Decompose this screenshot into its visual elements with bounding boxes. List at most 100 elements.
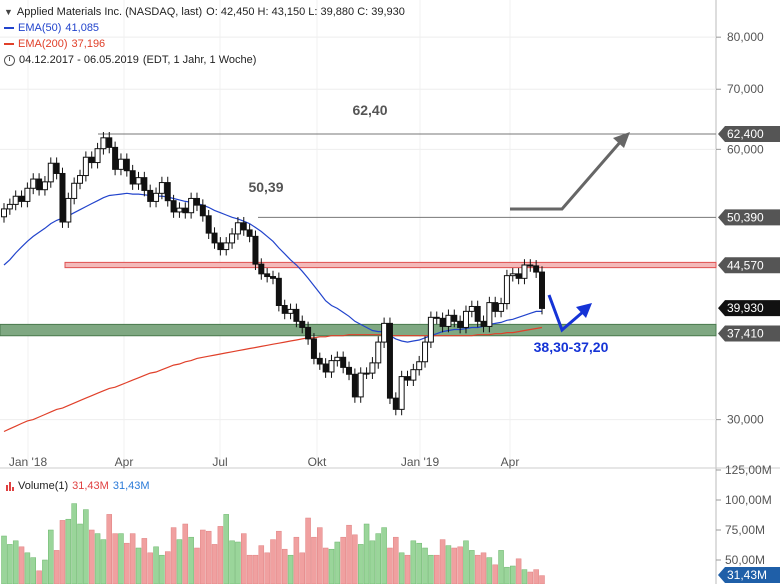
chevron-down-icon[interactable]: ▼ [4,7,13,17]
volume-bar [369,540,376,584]
candlesticks [1,132,545,416]
volume-bar [188,536,194,584]
x-tick-label: Jul [212,455,227,469]
candle-body [141,177,148,191]
candle-body [117,158,124,170]
volume-bar [276,530,282,584]
gray-arrow-head [613,132,630,148]
volume-bar [252,554,259,584]
candle-body [199,204,206,217]
volume-bar [539,575,545,584]
support-zone [0,323,717,337]
candle-body [270,276,276,279]
volume-bar [258,545,265,584]
volume-bar [416,542,422,584]
price-tag-bg [718,325,780,342]
volume-bar [451,547,458,584]
candle-body [147,189,154,202]
candle-body [416,361,423,371]
vol-tick-label: 100,00M [725,493,772,507]
arrows [510,132,630,333]
volume-bar [387,547,393,584]
price-tag-bg [718,126,780,143]
x-tick-label: Okt [308,455,327,469]
y-tick-label: 70,000 [727,82,764,96]
candle-body [392,397,399,410]
volume-bar [129,533,136,584]
legend-ema50[interactable]: EMA(50) 41,085 [4,20,405,36]
vol-tick-label: 75,00M [725,523,765,537]
candle-body [47,162,54,183]
price-tag-label: 62,400 [727,127,764,141]
candle-body [12,195,19,205]
candle-body [357,372,364,398]
volume-bar [170,527,177,584]
candle-body [422,341,429,363]
candle-body [328,360,335,373]
time-axis: Jan '18 Apr Jul Okt Jan '19 Apr [9,455,520,469]
vol-tick-label: 50,00M [725,553,765,567]
volume-value-red: 31,43M [72,480,109,492]
ema50-value: 41,085 [65,22,100,34]
candle-body [533,265,540,273]
volume-bar [346,524,352,584]
ema200-swatch [4,43,14,45]
volume-bar [527,571,534,584]
candle-body [246,229,253,237]
candle-body [106,137,113,148]
volume-bar [176,539,183,584]
volume-bar [241,533,247,584]
volume-bar [521,569,528,584]
price-tag-label: 39,930 [727,301,764,315]
candle-body [340,356,347,368]
volume-bar [363,523,370,584]
volume-bar [18,546,25,584]
x-tick-label: Apr [501,455,520,469]
volume-bar [352,534,358,584]
candle-body [59,172,66,223]
candle-body [293,308,300,322]
price-tag-label: 37,410 [727,327,764,341]
volume-bar [492,564,498,584]
candle-body [170,200,177,213]
candle-body [509,273,516,277]
volume-bar [533,569,539,584]
volume-bar [65,518,72,584]
candle-body [88,156,95,164]
blue-arrow [547,294,585,333]
candle-body [468,305,475,312]
candle-body [515,273,522,279]
candle-body [176,207,183,213]
volume-bar [293,536,300,584]
ema200-line [3,326,543,433]
candle-body [310,338,317,359]
price-tag-bg [718,209,780,226]
volume-bar [287,554,294,584]
volume-bar [24,552,31,584]
candle-body [100,137,107,150]
legend-range: 04.12.2017 - 06.05.2019 (EDT, 1 Jahr, 1 … [4,52,405,68]
volume-bar [200,529,206,584]
candle-body [305,326,312,340]
volume-bar [381,527,387,584]
volume-bar [106,514,113,584]
candle-body [240,222,247,231]
volume-bar [159,554,165,584]
volume-bar [182,523,189,584]
legend-ema200[interactable]: EMA(200) 37,196 [4,36,405,52]
candle-body [164,182,171,202]
volume-bar [480,552,487,584]
candle-body [498,303,505,312]
volume-bar [211,544,218,584]
candle-body [77,175,84,184]
candle-body [457,320,464,328]
volume-bar [270,539,276,584]
date-range: 04.12.2017 - 06.05.2019 [19,54,139,66]
candle-body [30,178,37,189]
price-tags: 62,400 50,390 44,570 39,930 37,410 [718,126,780,342]
volume-bar [246,554,253,584]
price-tag-bg [718,300,780,317]
candle-body [217,242,224,251]
volume-bar [1,535,7,584]
candle-body [182,207,189,214]
